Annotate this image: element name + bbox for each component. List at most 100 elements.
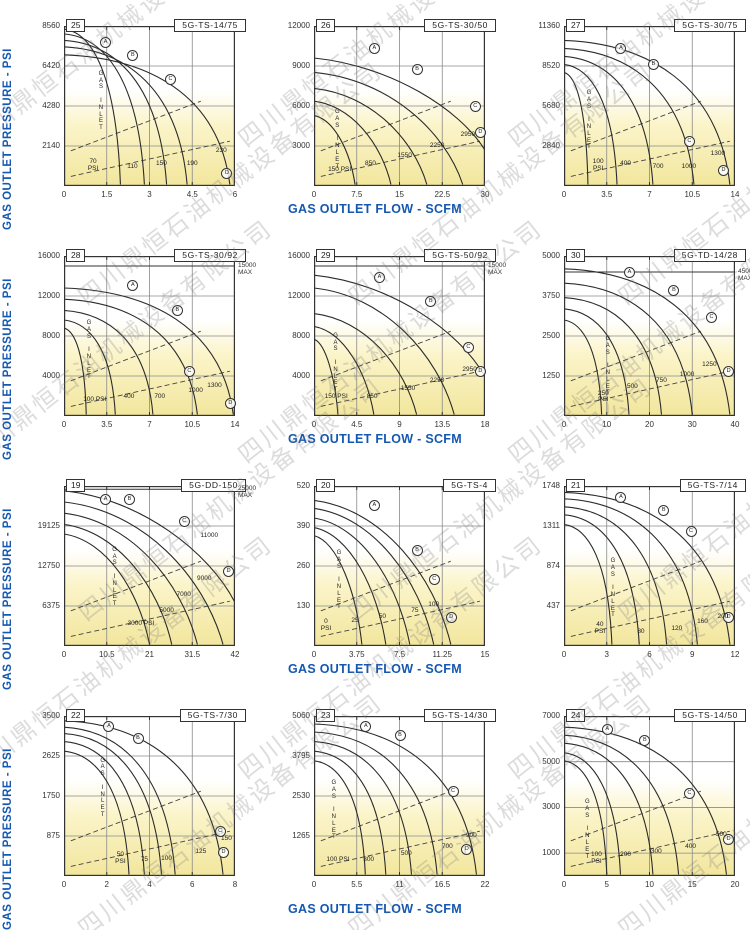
model-label: 5G-TS-30/50	[424, 19, 496, 32]
y-tick-label: 4000	[42, 371, 60, 380]
x-tick-label: 0	[311, 190, 317, 199]
curve-letter-a: A	[373, 271, 385, 283]
psi-label: 750	[656, 377, 667, 384]
psi-label: 2250	[429, 377, 445, 384]
curves-svg	[314, 26, 485, 186]
psi-label: 125	[195, 848, 207, 856]
curve-letter-b: B	[647, 59, 659, 71]
x-tick-label: 16.5	[434, 880, 451, 889]
x-tick-label: 0	[311, 650, 317, 659]
x-tick-label: 10	[602, 420, 612, 429]
psi-label: 150	[156, 159, 167, 167]
max-pressure-note: 15000 MAX	[238, 262, 257, 276]
psi-label: 100	[161, 854, 173, 862]
curve-letter-c: C	[683, 136, 695, 148]
chart-20: A B C D 0 PSI 25 50 75 100 G A S I N L E T 20 5G-TS…	[250, 460, 500, 690]
y-tick-label: 6375	[42, 601, 60, 610]
curve-letter-b: B	[123, 493, 135, 505]
plot-area: A B C D 40 PSI 80 120 160 200 G A S I N L E T	[564, 486, 735, 646]
model-label: 5G-TS-30/92	[174, 249, 246, 262]
curves-svg	[64, 716, 235, 876]
curve-letter-a: A	[103, 720, 115, 732]
x-tick-label: 8	[232, 880, 238, 889]
y-tick-label: 1250	[542, 371, 560, 380]
x-tick-label: 10.5	[98, 650, 115, 659]
y-tick-label: 12000	[37, 291, 60, 300]
y-tick-label: 12000	[287, 291, 310, 300]
chart-row: GAS OUTLET PRESSURE - PSI GAS OUTLET FLOW…	[0, 230, 750, 460]
psi-label: 100 PSI	[591, 851, 602, 865]
x-tick-label: 0	[61, 880, 67, 889]
chart-number-badge: 22	[66, 709, 86, 722]
x-tick-label: 3	[147, 190, 152, 199]
y-tick-label: 8000	[292, 331, 310, 340]
psi-label: 11000	[200, 531, 219, 539]
y-tick-label: 520	[296, 481, 310, 490]
y-tick-label: 7000	[542, 711, 560, 720]
x-tick-label: 4.5	[186, 190, 198, 199]
y-tick-label: 1750	[42, 791, 60, 800]
curves-svg	[564, 486, 735, 646]
y-tick-label: 1265	[292, 831, 310, 840]
psi-label: 40 PSI	[594, 621, 606, 635]
x-tick-label: 4.5	[351, 420, 363, 429]
y-tick-label: 5000	[542, 756, 560, 766]
y-tick-label: 11360	[538, 21, 560, 30]
x-tick-label: 13.5	[434, 420, 451, 429]
plot-area: A B C D 70 PSI 110 150 190 230 G A S I N L E T	[64, 26, 235, 186]
y-tick-label: 9000	[292, 61, 310, 70]
plot-area: A B C D 100 PSI 200 300 400 500 G A S I N L E T	[564, 716, 735, 876]
x-tick-label: 3	[604, 650, 609, 659]
x-tick-label: 10.5	[684, 190, 701, 199]
y-tick-label: 6420	[42, 61, 60, 70]
gas-inlet-label: G A S I N L E T	[586, 90, 592, 151]
x-tick-label: 9	[397, 420, 402, 429]
psi-label: 1250	[702, 361, 717, 368]
curve-letter-d: D	[445, 612, 457, 624]
gas-inlet-label: G A S I N L E T	[333, 332, 338, 394]
model-label: 5G-TS-7/14	[679, 479, 746, 492]
chart-number-badge: 28	[66, 249, 86, 262]
psi-label: 100 PSI	[326, 856, 350, 864]
chart-row: GAS OUTLET PRESSURE - PSI GAS OUTLET FLOW…	[0, 460, 750, 690]
x-tick-label: 15	[395, 190, 404, 199]
y-tick-label: 3750	[542, 291, 560, 300]
psi-label: 75	[140, 856, 148, 864]
x-tick-label: 7.5	[351, 190, 363, 199]
curve-letter-a: A	[100, 37, 112, 48]
chart-24: A B C D 100 PSI 200 300 400 500 G A S I N L E T 24…	[500, 690, 750, 920]
y-tick-label: 875	[46, 831, 60, 840]
x-tick-label: 12	[730, 650, 740, 659]
curve-letter-a: A	[615, 43, 627, 55]
curves-svg	[564, 716, 735, 876]
x-tick-label: 31.5	[184, 650, 201, 659]
y-tick-label: 3000	[292, 141, 310, 150]
x-tick-label: 1.5	[101, 190, 113, 199]
psi-label: 400	[685, 843, 696, 851]
curve-letter-b: B	[411, 64, 423, 76]
x-tick-label: 0	[561, 420, 567, 429]
x-tick-label: 14	[230, 420, 240, 429]
x-tick-label: 4	[147, 880, 152, 889]
psi-label: 3000 PSI	[127, 619, 155, 627]
gas-inlet-label: G A S I N L E T	[584, 799, 590, 860]
x-tick-label: 5.5	[351, 880, 363, 889]
y-tick-label: 3500	[42, 711, 60, 720]
curve-letter-a: A	[368, 500, 380, 512]
x-tick-label: 7	[647, 190, 652, 199]
curve-letter-a: A	[100, 493, 112, 505]
y-tick-label: 12000	[287, 21, 310, 30]
y-tick-label: 2500	[542, 331, 560, 340]
psi-label: 150	[221, 835, 232, 843]
y-tick-label: 5060	[292, 711, 310, 720]
curve-letter-b: B	[658, 505, 670, 516]
plot-area: A B C D 250 PSI 500 750 1000 1250 G A S I N L E T	[564, 256, 735, 416]
gas-inlet-label: G A S I N L E T	[605, 336, 611, 397]
y-tick-label: 16000	[287, 251, 310, 260]
y-tick-label: 12750	[37, 561, 60, 570]
psi-label: 25	[351, 616, 359, 624]
chart-21: A B C D 40 PSI 80 120 160 200 G A S I N L E T 21 5G…	[500, 460, 750, 690]
curve-letter-c: C	[214, 826, 226, 838]
curve-letter-d: D	[224, 398, 236, 410]
y-tick-label: 874	[546, 561, 560, 570]
